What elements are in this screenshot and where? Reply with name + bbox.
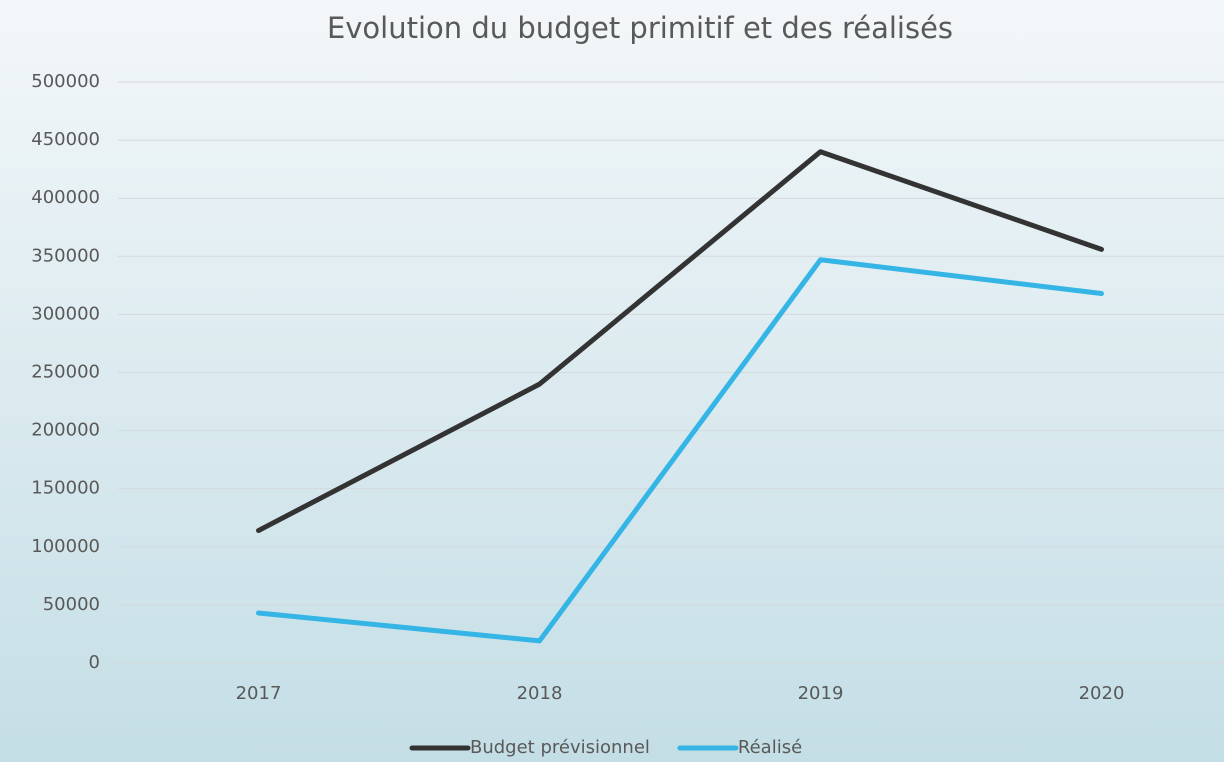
y-tick-label: 350000 xyxy=(31,245,100,266)
y-tick-label: 50000 xyxy=(43,594,100,615)
y-tick-label: 0 xyxy=(89,652,100,673)
y-tick-label: 400000 xyxy=(31,187,100,208)
y-tick-label: 450000 xyxy=(31,129,100,150)
series-line xyxy=(256,257,1104,644)
chart-title: Evolution du budget primitif et des réal… xyxy=(327,11,953,45)
legend-label: Réalisé xyxy=(738,737,802,758)
y-tick-label: 100000 xyxy=(31,536,100,557)
y-tick-label: 200000 xyxy=(31,420,100,441)
legend-label: Budget prévisionnel xyxy=(470,737,650,758)
series-line xyxy=(256,149,1104,534)
x-tick-label: 2020 xyxy=(1079,683,1125,704)
x-tick-label: 2017 xyxy=(236,683,282,704)
y-tick-label: 250000 xyxy=(31,362,100,383)
y-tick-label: 500000 xyxy=(31,71,100,92)
y-tick-label: 300000 xyxy=(31,303,100,324)
y-tick-label: 150000 xyxy=(31,478,100,499)
x-tick-label: 2019 xyxy=(798,683,844,704)
x-tick-label: 2018 xyxy=(517,683,563,704)
